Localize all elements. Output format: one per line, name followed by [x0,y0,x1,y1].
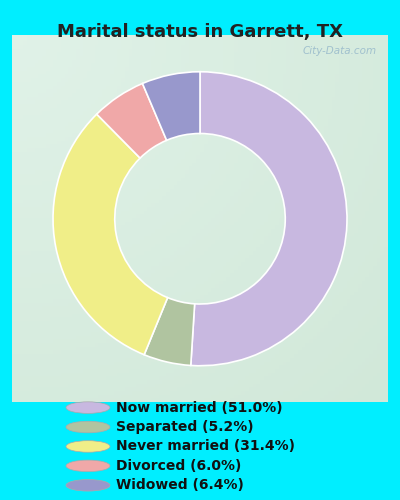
Text: Separated (5.2%): Separated (5.2%) [116,420,254,434]
Wedge shape [142,72,200,140]
Wedge shape [144,298,195,366]
Text: Marital status in Garrett, TX: Marital status in Garrett, TX [57,22,343,40]
Text: Now married (51.0%): Now married (51.0%) [116,400,283,414]
Text: Never married (31.4%): Never married (31.4%) [116,440,295,454]
Circle shape [66,402,110,413]
Wedge shape [97,84,167,158]
Circle shape [66,460,110,471]
Circle shape [66,440,110,452]
Circle shape [66,480,110,491]
Text: Widowed (6.4%): Widowed (6.4%) [116,478,244,492]
Text: Divorced (6.0%): Divorced (6.0%) [116,459,241,473]
Wedge shape [53,114,168,354]
Circle shape [66,421,110,433]
Text: City-Data.com: City-Data.com [302,46,377,56]
Wedge shape [191,72,347,366]
